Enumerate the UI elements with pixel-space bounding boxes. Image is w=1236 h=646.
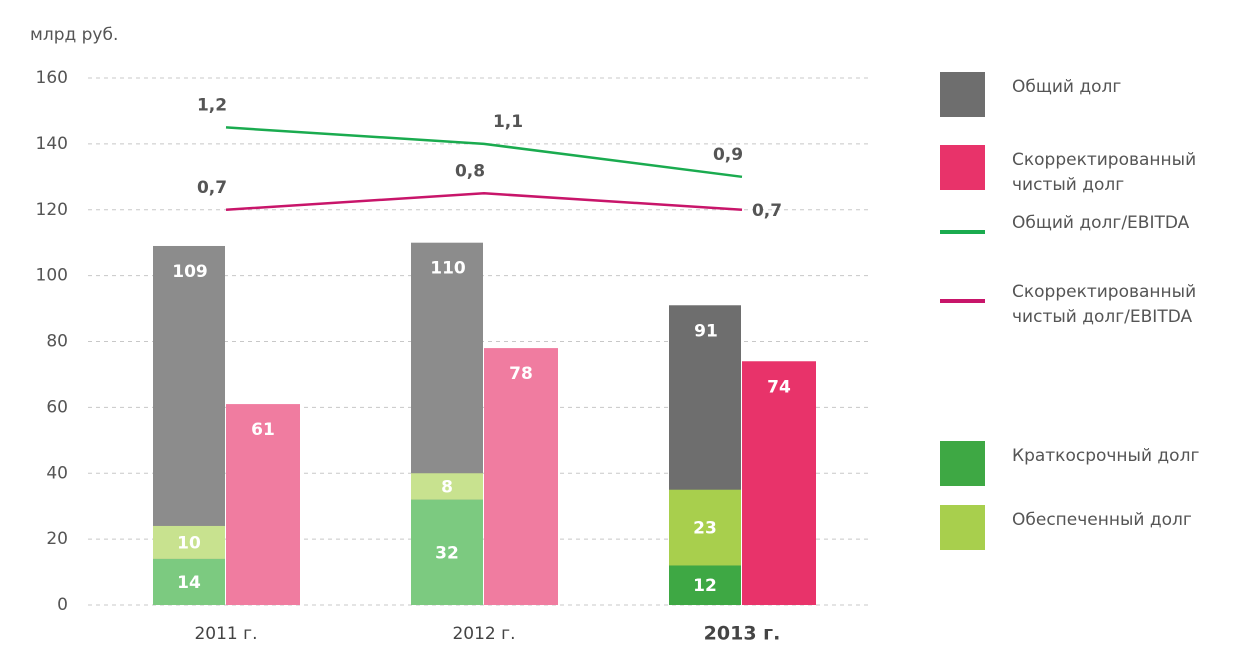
y-tick-label: 0: [57, 595, 68, 615]
x-tick-label: 2012 г.: [452, 624, 515, 644]
y-tick-label: 160: [36, 68, 68, 88]
bar: [226, 404, 300, 605]
legend-label: Обеспеченный долг: [1012, 510, 1192, 530]
data-label: 14: [177, 573, 201, 593]
legend-swatch: [940, 299, 985, 303]
data-label: 0,8: [455, 161, 485, 181]
data-label: 1,1: [493, 112, 523, 132]
data-label: 23: [693, 519, 717, 539]
legend-label: Краткосрочный долг: [1012, 446, 1200, 466]
x-tick-label: 2013 г.: [704, 623, 781, 645]
stack-segment: [411, 499, 483, 605]
y-tick-label: 60: [46, 397, 68, 417]
data-label: 61: [251, 420, 275, 440]
data-label: 0,7: [197, 178, 227, 198]
line: [225, 192, 743, 211]
legend-swatch: [940, 145, 985, 190]
data-label: 0,9: [713, 145, 743, 165]
stack-segment: [153, 525, 225, 559]
data-label: 109: [172, 262, 208, 282]
data-label: 78: [509, 364, 533, 384]
legend-label: Общий долг: [1012, 77, 1122, 97]
data-label: 74: [767, 377, 791, 397]
stack-segment: [153, 558, 225, 605]
data-label: 32: [435, 543, 459, 563]
y-tick-label: 40: [46, 463, 68, 483]
data-label: 110: [430, 259, 466, 279]
data-label: 1,2: [197, 95, 227, 115]
legend-swatch: [940, 72, 985, 117]
y-tick-label: 120: [36, 200, 68, 220]
y-tick-label: 100: [36, 266, 68, 286]
legend-swatch: [940, 230, 985, 234]
legend-swatch: [940, 505, 985, 550]
stack-segment: [669, 565, 741, 605]
bar: [484, 348, 558, 605]
line: [225, 126, 743, 179]
legend-label: Скорректированный чистый долг: [1012, 150, 1197, 195]
data-label: 91: [694, 321, 718, 341]
x-tick-label: 2011 г.: [194, 624, 257, 644]
stack-segment: [669, 489, 741, 566]
legend-label: Скорректированный чистый долг/EBITDA: [1012, 282, 1197, 327]
y-tick-label: 20: [46, 529, 68, 549]
legend-swatch: [940, 441, 985, 486]
legend-label: Общий долг/EBITDA: [1012, 213, 1190, 233]
y-tick-label: 140: [36, 134, 68, 154]
y-axis-label: млрд руб.: [30, 25, 118, 45]
stack-segment: [411, 473, 483, 500]
y-tick-label: 80: [46, 332, 68, 352]
data-label: 12: [693, 576, 717, 596]
data-label: 10: [177, 533, 201, 553]
data-label: 0,7: [752, 201, 782, 221]
data-label: 8: [441, 477, 453, 497]
bar: [742, 361, 816, 605]
